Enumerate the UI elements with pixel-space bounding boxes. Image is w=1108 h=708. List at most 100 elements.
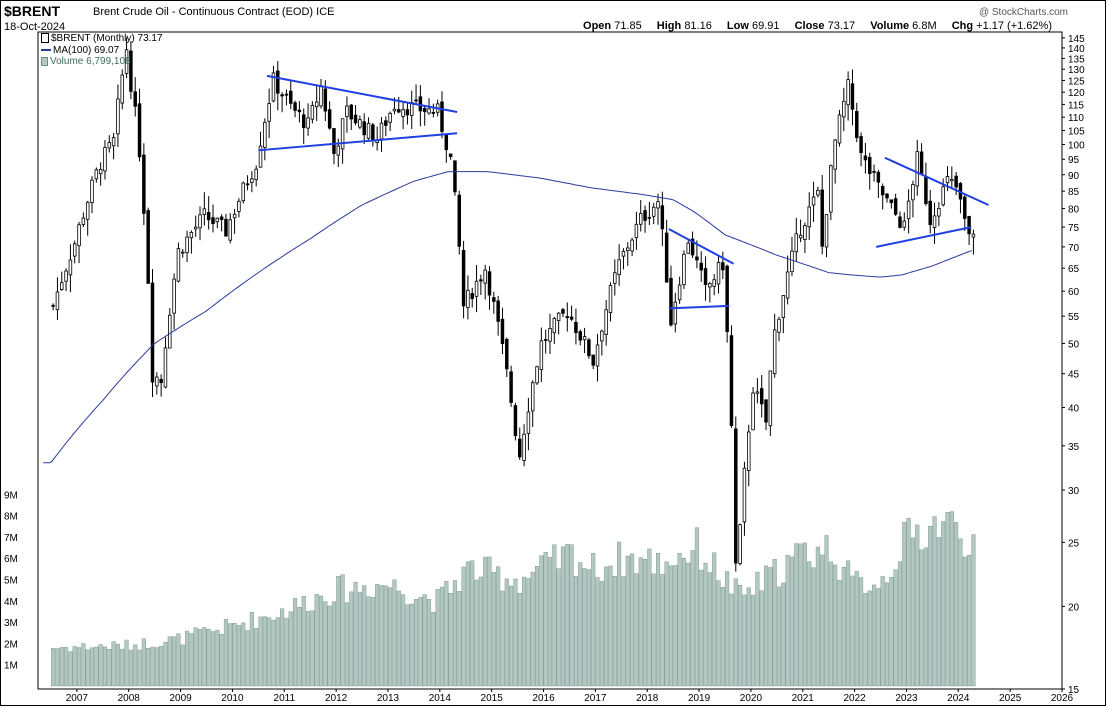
volume-tick-label: 6M	[4, 554, 18, 565]
candle	[582, 327, 587, 354]
time-axis: 2007 2008 2009 2010 2011 2012 2013 2014 2015 2016…	[66, 693, 1074, 704]
volume-bar	[77, 647, 82, 687]
volume-bar	[729, 593, 734, 687]
candle	[725, 264, 729, 343]
y-tick-label: 140	[1068, 44, 1085, 55]
candle	[345, 96, 349, 133]
volume-bar	[141, 638, 146, 687]
volume-bar	[759, 590, 764, 687]
candle	[811, 181, 816, 222]
volume-bar	[124, 639, 129, 687]
volume-bar	[833, 564, 838, 687]
volume-bar	[958, 538, 963, 687]
candle	[941, 178, 945, 207]
candle	[638, 200, 643, 232]
volume-bar	[789, 556, 794, 687]
candle	[422, 105, 427, 126]
candle	[699, 251, 703, 282]
y-tick-label: 100	[1068, 141, 1085, 152]
volume-bar	[327, 605, 332, 687]
volume-bar	[275, 617, 280, 687]
candles	[51, 37, 976, 572]
volume-bar	[867, 590, 872, 687]
candle	[548, 313, 552, 354]
y-tick-label: 20	[1068, 602, 1080, 613]
volume-bar	[560, 546, 566, 687]
candle	[77, 221, 81, 264]
volume-bar	[967, 555, 972, 687]
volume-bar	[474, 579, 479, 687]
candle	[492, 291, 496, 314]
volume-bar	[643, 559, 648, 687]
volume-bar	[534, 566, 540, 687]
volume-bar	[336, 576, 341, 687]
candle	[863, 142, 868, 174]
volume-bar	[591, 553, 596, 687]
volume-bar	[820, 554, 825, 687]
candle	[552, 316, 557, 344]
volume-bar	[388, 587, 393, 687]
volume-bar	[604, 566, 609, 687]
candle	[245, 175, 250, 191]
candle	[137, 88, 142, 162]
candle	[448, 153, 453, 160]
volume-axis: 1M 2M 3M 4M 5M 6M 7M 8M 9M	[4, 490, 18, 671]
volume-bar	[154, 647, 159, 687]
x-tick-label: 2026	[1051, 693, 1074, 704]
candle	[647, 201, 652, 226]
volume-bar	[301, 596, 306, 687]
candle	[155, 372, 159, 395]
candle	[643, 205, 647, 233]
low-label: Low	[726, 20, 749, 32]
candle	[915, 139, 919, 196]
candle	[721, 251, 725, 279]
candle	[466, 275, 470, 320]
candle	[656, 193, 660, 225]
candle	[72, 240, 77, 264]
trendline	[668, 304, 730, 310]
candle	[613, 259, 617, 296]
candle	[103, 140, 107, 180]
candle	[574, 308, 578, 345]
candle	[159, 374, 163, 397]
y-tick-label: 50	[1068, 339, 1080, 350]
candle	[431, 103, 436, 118]
volume-bar	[854, 571, 859, 687]
volume-bar	[314, 594, 319, 687]
volume-bar	[163, 641, 168, 687]
candle	[263, 118, 267, 161]
volume-bar	[439, 586, 445, 687]
candle	[803, 222, 807, 254]
volume-bar	[197, 629, 203, 687]
volume-bar	[889, 576, 894, 687]
volume-tick-label: 2M	[4, 639, 18, 650]
y-tick-label: 15	[1068, 685, 1080, 696]
volume-tick-label: 3M	[4, 618, 18, 629]
x-tick-label: 2020	[740, 693, 763, 704]
x-tick-label: 2017	[584, 693, 607, 704]
candle	[289, 80, 293, 110]
candle	[198, 206, 202, 241]
volume-bar	[107, 648, 112, 687]
candle	[708, 281, 712, 303]
candle	[379, 117, 384, 152]
volume-bar	[193, 627, 198, 687]
candle	[371, 122, 375, 147]
volume-bar	[215, 629, 220, 687]
candle	[146, 207, 150, 284]
candle	[271, 65, 276, 103]
volume-tick-label: 8M	[4, 512, 18, 523]
y-tick-label: 30	[1068, 486, 1080, 497]
candle	[461, 240, 466, 319]
x-tick-label: 2022	[843, 693, 866, 704]
candle	[963, 194, 967, 232]
candle	[193, 215, 198, 237]
volume-bar	[552, 544, 557, 687]
candle	[457, 190, 462, 255]
candle	[189, 230, 194, 254]
volume-bar	[85, 649, 90, 687]
volume-bar	[500, 590, 505, 687]
candle	[211, 204, 215, 233]
volume-bar	[859, 577, 864, 687]
candle	[958, 181, 963, 214]
